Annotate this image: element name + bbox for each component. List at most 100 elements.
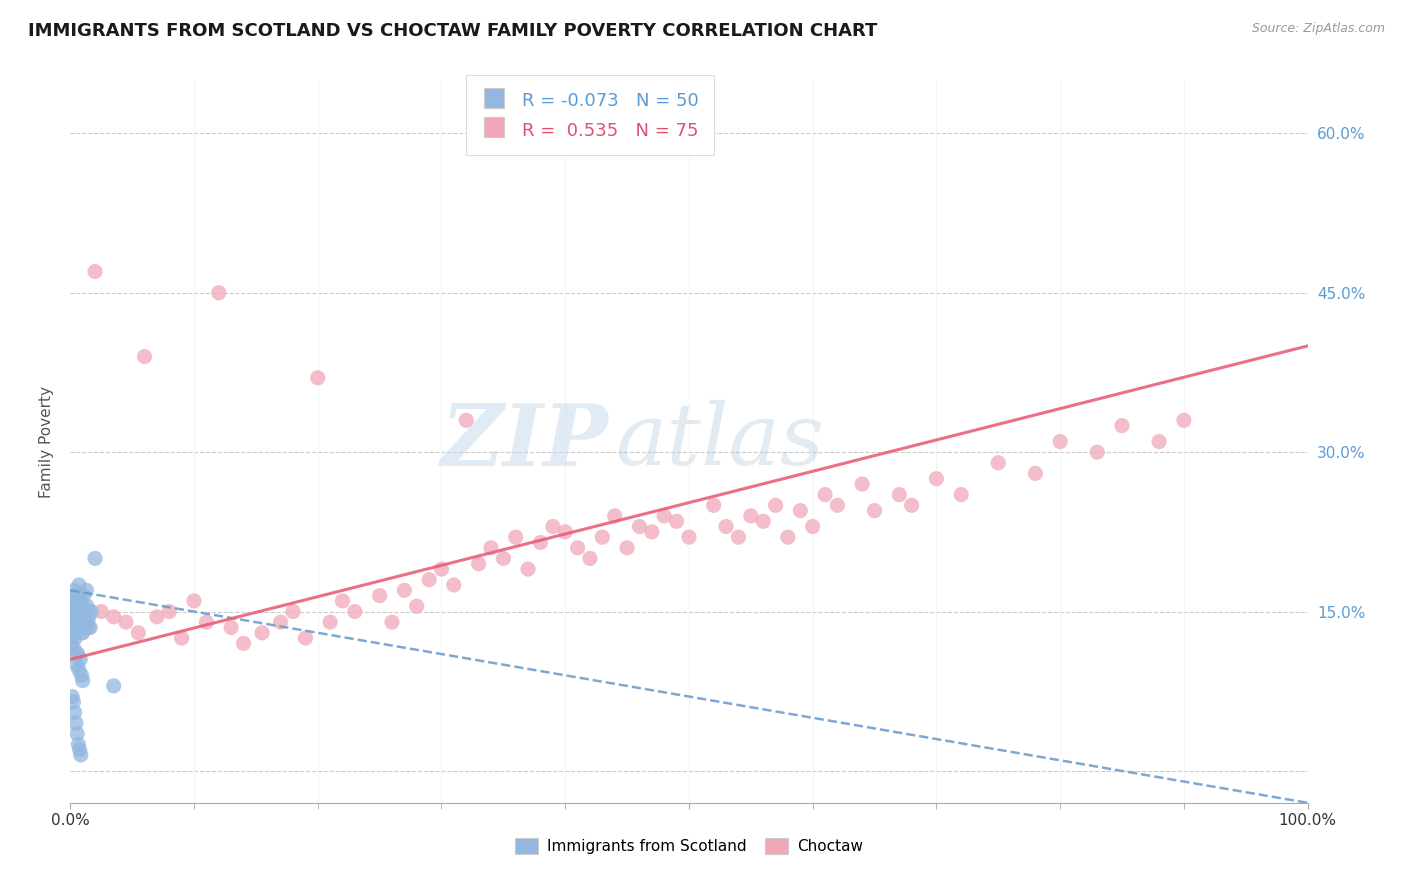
Point — [628, 519, 651, 533]
Point — [72, 673, 94, 688]
Point — [65, 615, 87, 630]
Text: Source: ZipAtlas.com: Source: ZipAtlas.com — [1251, 22, 1385, 36]
Point — [115, 615, 138, 630]
Point — [66, 594, 89, 608]
Point — [665, 514, 688, 528]
Point — [67, 663, 90, 677]
Point — [740, 508, 762, 523]
Point — [65, 631, 87, 645]
Point — [62, 695, 84, 709]
Point — [84, 551, 107, 566]
Point — [752, 514, 775, 528]
Point — [73, 589, 96, 603]
Point — [863, 503, 886, 517]
Point — [789, 503, 811, 517]
Point — [579, 551, 602, 566]
Point — [77, 610, 100, 624]
Point — [195, 615, 218, 630]
Point — [430, 562, 453, 576]
Point — [76, 615, 98, 630]
Point — [394, 583, 416, 598]
Point — [443, 578, 465, 592]
Point — [67, 737, 90, 751]
Point — [1049, 434, 1071, 449]
Point — [517, 562, 540, 576]
Text: ZIP: ZIP — [440, 400, 609, 483]
Point — [63, 641, 86, 656]
Point — [80, 605, 103, 619]
Point — [714, 519, 737, 533]
Point — [69, 652, 91, 666]
Legend: Immigrants from Scotland, Choctaw: Immigrants from Scotland, Choctaw — [509, 832, 869, 860]
Point — [678, 530, 700, 544]
Point — [70, 610, 93, 624]
Point — [319, 615, 342, 630]
Point — [250, 625, 273, 640]
Point — [62, 594, 84, 608]
Point — [72, 625, 94, 640]
Point — [456, 413, 478, 427]
Point — [219, 620, 242, 634]
Point — [1085, 445, 1108, 459]
Point — [70, 668, 93, 682]
Point — [65, 657, 87, 672]
Point — [65, 605, 87, 619]
Point — [134, 350, 156, 364]
Point — [60, 615, 83, 630]
Point — [505, 530, 527, 544]
Point — [900, 498, 922, 512]
Point — [1173, 413, 1195, 427]
Point — [368, 589, 391, 603]
Point — [765, 498, 787, 512]
Point — [307, 371, 329, 385]
Point — [62, 625, 84, 640]
Point — [65, 589, 87, 603]
Point — [67, 578, 90, 592]
Point — [66, 647, 89, 661]
Point — [603, 508, 626, 523]
Point — [157, 605, 180, 619]
Point — [75, 615, 97, 630]
Point — [332, 594, 354, 608]
Point — [73, 605, 96, 619]
Point — [84, 264, 107, 278]
Point — [208, 285, 231, 300]
Point — [381, 615, 404, 630]
Point — [69, 605, 91, 619]
Point — [66, 620, 89, 634]
Point — [75, 583, 97, 598]
Point — [63, 706, 86, 720]
Point — [70, 625, 93, 640]
Point — [69, 615, 91, 630]
Point — [103, 610, 125, 624]
Point — [66, 727, 89, 741]
Point — [65, 647, 87, 661]
Point — [727, 530, 749, 544]
Point — [987, 456, 1010, 470]
Point — [703, 498, 725, 512]
Point — [232, 636, 254, 650]
Point — [103, 679, 125, 693]
Point — [146, 610, 169, 624]
Point — [652, 508, 675, 523]
Point — [170, 631, 193, 645]
Point — [270, 615, 292, 630]
Point — [418, 573, 440, 587]
Point — [567, 541, 589, 555]
Point — [554, 524, 576, 539]
Point — [591, 530, 613, 544]
Text: atlas: atlas — [614, 401, 824, 483]
Point — [90, 605, 112, 619]
Point — [827, 498, 849, 512]
Point — [76, 599, 98, 614]
Point — [60, 636, 83, 650]
Point — [801, 519, 824, 533]
Point — [294, 631, 316, 645]
Point — [814, 488, 837, 502]
Point — [127, 625, 149, 640]
Point — [405, 599, 427, 614]
Point — [63, 583, 86, 598]
Point — [65, 716, 87, 731]
Point — [69, 747, 91, 762]
Y-axis label: Family Poverty: Family Poverty — [39, 385, 55, 498]
